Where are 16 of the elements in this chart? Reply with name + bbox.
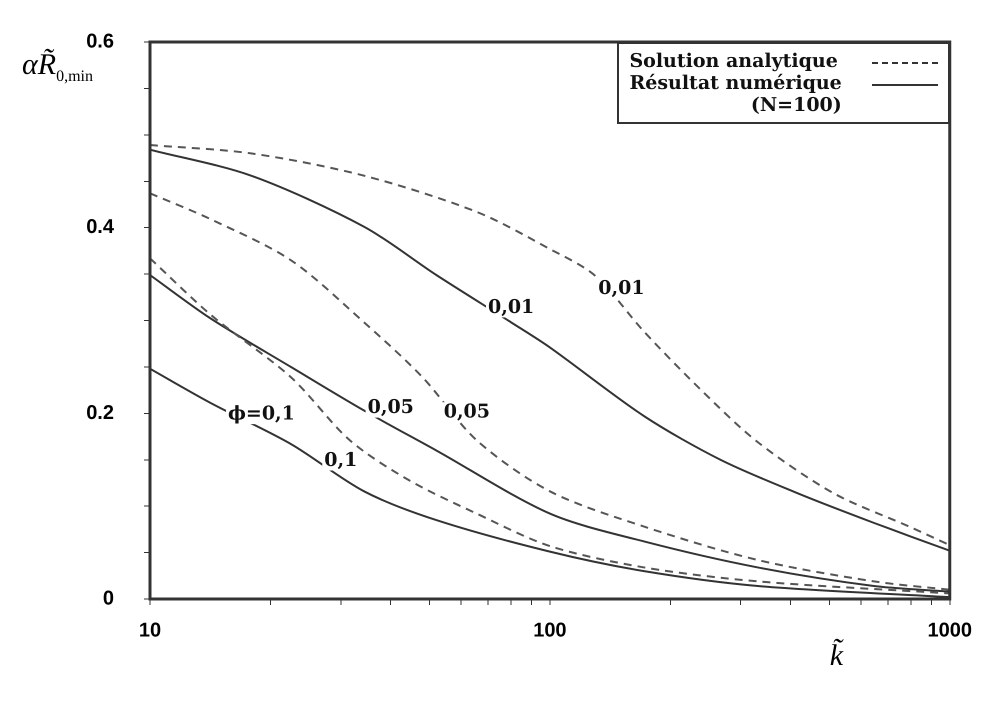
annotation: 0,05 (368, 396, 414, 418)
key-box: Solution analytique Résultat numérique (N=100) (617, 42, 950, 124)
annotation: 0,01 (488, 296, 534, 318)
x-tick-label: 10 (138, 620, 162, 642)
annotation: ϕ=0,1 (228, 402, 295, 425)
annotation: 0,05 (444, 400, 490, 423)
x-axis-title: k̃ (830, 639, 844, 673)
x-tick-label: 1000 (928, 620, 972, 642)
annotation: 0,1 (324, 448, 358, 471)
annotation: Résultat numérique (N=100) (629, 72, 842, 116)
y-tick-label: 0.4 (86, 216, 115, 238)
y-tick-label: 0 (102, 588, 114, 610)
annotation: 0,01 (598, 277, 645, 300)
annotation: Solution analytique (629, 50, 838, 72)
y-tick-label: 0.2 (86, 402, 114, 424)
x-tick-label: 100 (533, 620, 567, 642)
